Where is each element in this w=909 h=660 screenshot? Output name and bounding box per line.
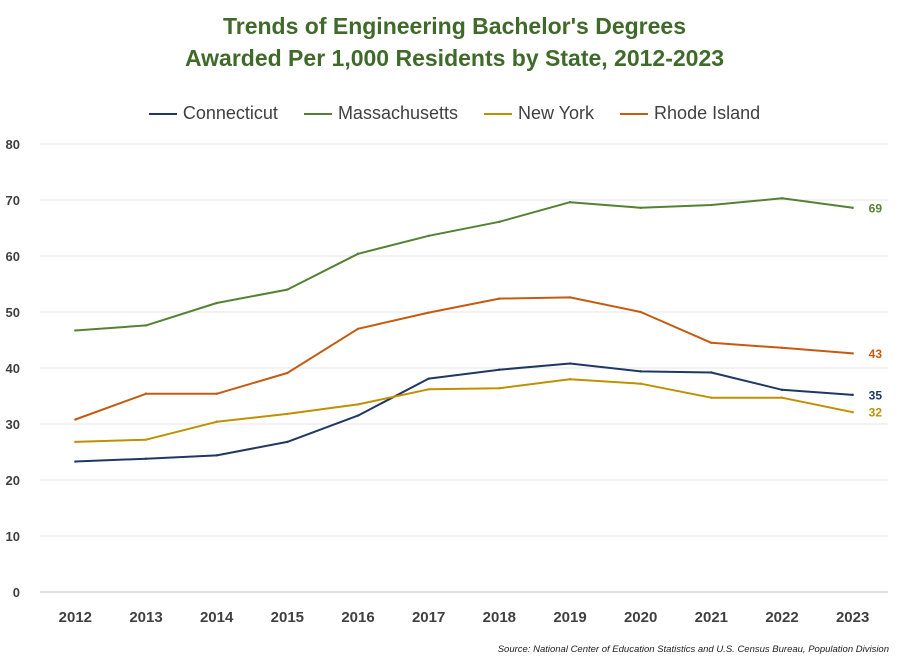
chart-title-line-2: Awarded Per 1,000 Residents by State, 20… [184,45,725,71]
data-point [710,396,713,399]
data-point [427,388,430,391]
x-tick-label: 2020 [624,609,657,626]
data-point [568,296,572,299]
y-tick-label: 20 [6,473,20,488]
data-point [215,301,218,305]
data-point [215,392,218,395]
data-point [74,440,77,444]
data-point [639,310,642,314]
data-point [780,197,784,200]
x-tick-label: 2016 [341,609,374,626]
data-point [851,352,854,355]
data-point [639,206,642,210]
data-point [144,324,148,327]
data-point [215,454,218,457]
source-note: Source: National Center of Education Sta… [497,644,889,655]
legend-swatch [148,112,177,115]
data-point [568,362,572,365]
end-data-label: 43 [869,347,883,361]
data-point [780,346,784,350]
legend-item: Rhode Island [620,103,760,124]
data-point [851,393,854,397]
x-tick-label: 2012 [59,609,92,626]
data-point [780,388,784,392]
data-point [286,288,289,291]
data-point [710,341,713,344]
legend-item: Massachusetts [303,103,458,124]
data-point [780,396,784,399]
x-tick-label: 2022 [765,609,798,626]
y-tick-label: 0 [13,585,20,600]
y-tick-label: 50 [6,305,20,320]
data-point [639,382,642,385]
legend-label: Massachusetts [337,103,458,123]
chart-title: Trends of Engineering Bachelor's Degrees… [0,10,909,74]
x-tick-label: 2023 [836,609,869,626]
data-point [851,411,854,414]
data-point [286,371,289,375]
data-point [498,368,501,371]
data-point [498,220,501,224]
data-point [498,386,501,390]
data-point [851,206,854,210]
legend-item: Connecticut [148,103,278,124]
data-point [639,370,642,373]
data-point [144,438,148,441]
data-point [74,329,77,332]
x-tick-label: 2014 [200,609,234,626]
legend-item: New York [484,103,594,124]
x-tick-label: 2018 [483,609,516,626]
y-tick-label: 80 [6,137,20,152]
data-point [710,371,713,374]
legend-label: Connecticut [182,103,278,123]
legend-label: Rhode Island [654,103,761,123]
data-point [144,457,148,460]
y-tick-label: 10 [6,529,20,544]
x-tick-label: 2017 [412,609,445,626]
data-point [286,440,289,444]
y-tick-label: 40 [6,361,20,376]
x-tick-label: 2015 [271,609,304,626]
y-tick-label: 60 [6,249,20,264]
x-tick-label: 2013 [129,609,162,626]
data-point [356,327,360,330]
end-data-label: 35 [869,388,883,402]
data-point [427,234,430,238]
end-data-label: 69 [869,201,883,215]
data-point [356,414,360,417]
data-point [498,297,501,300]
data-point [427,377,430,380]
data-point [74,460,77,463]
series-line [75,362,853,463]
data-point [286,412,289,416]
data-point [568,201,572,204]
legend-label: New York [518,103,595,123]
y-tick-label: 70 [6,193,20,208]
data-point [356,403,360,406]
data-point [568,378,572,381]
end-data-label: 32 [869,406,883,420]
data-point [215,420,218,423]
data-point [356,252,360,255]
series-line [74,296,853,421]
legend-swatch [303,112,332,115]
data-point [427,311,430,314]
data-point [710,203,713,207]
data-point [144,392,148,395]
series-line [75,197,853,332]
chart-legend: Connecticut Massachusetts New York Rhode Is… [0,103,909,124]
y-tick-label: 30 [6,417,20,432]
chart-title-line-1: Trends of Engineering Bachelor's Degrees [222,13,687,39]
data-point [74,418,77,421]
x-tick-label: 2019 [553,609,586,626]
legend-swatch [620,112,649,115]
legend-swatch [484,112,512,115]
series-line [75,378,853,443]
x-tick-label: 2021 [695,609,728,626]
